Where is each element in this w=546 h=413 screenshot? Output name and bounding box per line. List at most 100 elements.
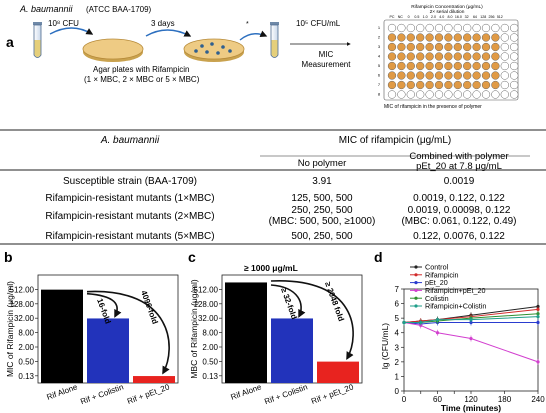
dilution-tube-icon [270,22,279,58]
table-cell-no-polymer: 500, 250, 500 [291,231,353,242]
row-label: 5 [378,63,381,68]
well [500,80,509,90]
well [463,23,472,33]
y-tick-label: 0 [395,387,400,396]
table-cell-combined: 0.0019, 0.122, 0.122 [413,193,505,204]
well [510,52,519,61]
x-tick-label: 0 [402,395,407,404]
table-cell-no-polymer: 250, 250, 500 [291,205,353,216]
column-header: 2.0 [431,15,436,19]
well [387,33,397,42]
well [500,52,509,61]
plate-caption: Agar plates with Rifampicin [93,65,189,74]
column-header: 1.0 [423,15,428,19]
data-point [402,320,406,325]
well [444,71,453,80]
table-row-name: Rifampicin-resistant mutants (5×MBC) [45,231,214,242]
well [397,33,406,42]
bar [317,361,359,383]
legend-marker [414,281,418,285]
well [472,71,481,80]
legend-marker [414,296,418,300]
data-point [536,360,540,364]
well [387,23,397,33]
well [425,71,434,80]
x-axis-label: Time (minutes) [441,403,501,413]
y-tick-label: 0.50 [202,357,218,366]
bar [271,318,313,383]
column-header: 128 [480,15,486,19]
mic-table: A. baumannii MIC of rifampicin (μg/mL) N… [0,129,546,245]
well [434,61,444,71]
panel-label-b: b [4,249,13,265]
y-tick-label: 32.00 [14,314,35,323]
column-header: 32 [465,15,469,19]
y-tick-label: 128.00 [10,300,35,309]
fold-annotation: 4096-fold [139,289,160,325]
well [434,52,444,61]
fold-annotation: ≥ 2048 fold [323,281,346,323]
mic-label: MIC [319,50,334,59]
well [444,52,453,61]
well [510,71,519,80]
column-header: NC [398,15,404,19]
y-tick-label: 512.00 [194,285,219,294]
well [416,90,425,99]
data-point [536,307,540,311]
well [472,80,481,90]
well [500,90,509,99]
column-header: 0.5 [414,15,419,19]
row-label: 2 [378,35,381,40]
well [387,71,397,80]
well [510,90,519,99]
well [397,80,406,90]
legend-marker [414,304,418,308]
well [491,61,500,71]
y-tick-label: 4 [395,329,400,338]
x-tick-label: Rif + pEt_20 [310,382,355,406]
well [406,42,415,52]
well [444,61,453,71]
y-tick-label: 128.00 [194,300,219,309]
mbc-annotation: ≥ 1000 μg/mL [244,263,298,273]
well [425,80,434,90]
well [397,42,406,52]
well [463,90,472,99]
well [397,61,406,71]
fold-annotation: ≥ 32-fold [279,287,299,321]
well [481,80,491,90]
y-tick-label: 6 [395,300,400,309]
well [510,23,519,33]
x-tick-label: 180 [498,395,512,404]
x-tick-label: 60 [433,395,442,404]
table-cell-combined: 0.0019, 0.00098, 0.122 [408,205,511,216]
legend-label: Rifampicin+Colistin [425,302,486,311]
well [510,33,519,42]
x-tick-label: Rif + Colistin [79,382,124,406]
chart-d: 0 1 2 3 4 5 6 7 0 60 120 180 240 Time (minutes) lg (CF… [380,263,545,413]
fold-arrow-icon [86,290,170,375]
series-line [403,322,539,363]
well [491,80,500,90]
bar [87,318,129,383]
column-header: 256 [489,15,495,19]
well [397,23,406,33]
fold-arrow-icon [270,280,354,361]
plate-caption-2: (1 × MBC, 2 × MBC or 5 × MBC) [84,75,200,84]
y-tick-label: 0.13 [202,372,218,381]
table-cell-combined-sub: (MBC: 0.061, 0.122, 0.49) [401,216,516,227]
well [481,23,491,33]
table-cell-combined: 0.122, 0.0076, 0.122 [413,231,505,242]
row-label: 8 [378,92,381,97]
well [510,61,519,71]
well [444,33,453,42]
well [397,90,406,99]
well [434,71,444,80]
well [481,90,491,99]
asterisk: * [246,21,249,28]
data-point [435,318,440,322]
bar [41,289,83,383]
y-tick-label: 2.00 [18,343,34,352]
